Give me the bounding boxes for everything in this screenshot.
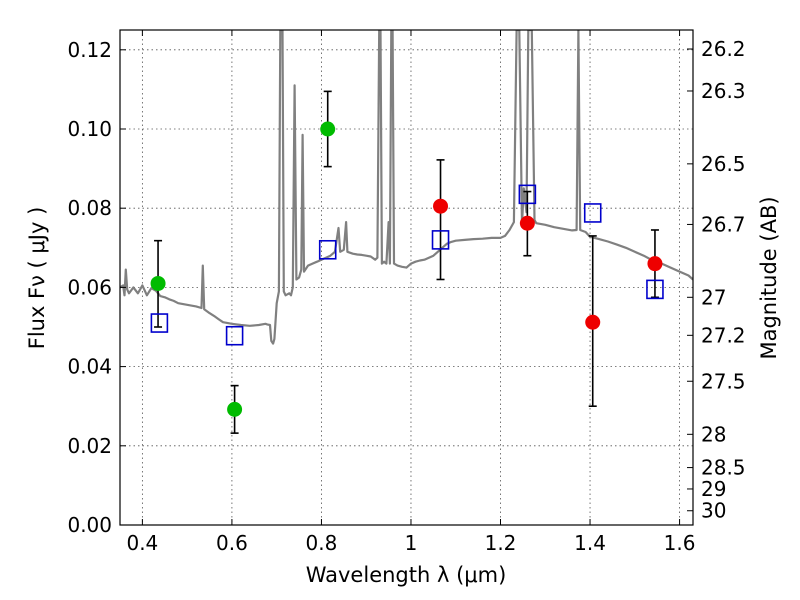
- y-axis-title: Flux Fν ( μJy ): [25, 207, 49, 350]
- ticks: [120, 30, 693, 526]
- observed-red-point: [433, 198, 449, 214]
- x-tick-label: 1.2: [485, 531, 517, 555]
- x-tick-label: 1: [405, 531, 418, 555]
- right-tick-label: 27: [701, 285, 726, 309]
- observed-green-point: [150, 275, 166, 291]
- y-tick-label: 0.04: [67, 355, 112, 379]
- y-tick-label: 0.06: [67, 275, 112, 299]
- right-tick-label: 26.2: [701, 37, 746, 61]
- y-tick-label: 0.10: [67, 117, 112, 141]
- plot-background: [120, 30, 693, 525]
- y-tick-labels: 0.00 0.02 0.04 0.06 0.08 0.10 0.12: [67, 38, 112, 537]
- x-tick-label: 0.4: [126, 531, 158, 555]
- model-photometry-square: [646, 279, 664, 300]
- right-tick-label: 30: [701, 499, 726, 523]
- model-photometry-square: [583, 203, 602, 223]
- x-tick-label: 1.4: [574, 531, 606, 555]
- dot-layer: [150, 121, 663, 417]
- x-tick-label: 0.8: [306, 531, 338, 555]
- y-tick-label: 0.08: [67, 196, 112, 220]
- model-photometry-square: [150, 313, 169, 333]
- observed-red-point: [585, 314, 601, 330]
- model-spectrum-line: [120, 30, 693, 345]
- right-tick-label: 26.5: [701, 152, 746, 176]
- y-tick-label: 0.00: [67, 513, 112, 537]
- x-tick-label: 0.6: [216, 531, 248, 555]
- right-tick-label: 29: [701, 477, 726, 501]
- right-tick-label: 28.5: [701, 456, 746, 480]
- x-axis-title: Wavelength λ (μm): [306, 563, 507, 587]
- x-tick-labels: 0.4 0.6 0.8 1 1.2 1.4 1.6: [126, 531, 695, 555]
- right-tick-label: 27.5: [701, 369, 746, 393]
- y-tick-label: 0.12: [67, 38, 112, 62]
- square-layer: [150, 184, 664, 346]
- right-tick-label: 26.3: [701, 79, 746, 103]
- y-axis-right-title: Magnitude (AB): [757, 196, 781, 359]
- right-tick-label: 26.7: [701, 212, 746, 236]
- plot-frame: [119, 29, 694, 526]
- observed-red-point: [647, 256, 663, 272]
- x-tick-label: 1.6: [664, 531, 696, 555]
- observed-green-point: [227, 401, 243, 417]
- y-tick-label: 0.02: [67, 434, 112, 458]
- model-photometry-square: [431, 230, 450, 250]
- model-photometry-square: [225, 325, 244, 346]
- right-tick-label: 27.2: [701, 323, 746, 347]
- model-photometry-square: [518, 184, 537, 205]
- spectrum-layer: [120, 30, 693, 345]
- observed-red-point: [519, 215, 535, 231]
- model-photometry-square: [318, 239, 337, 260]
- observed-green-point: [320, 121, 336, 137]
- right-tick-label: 28: [701, 422, 726, 446]
